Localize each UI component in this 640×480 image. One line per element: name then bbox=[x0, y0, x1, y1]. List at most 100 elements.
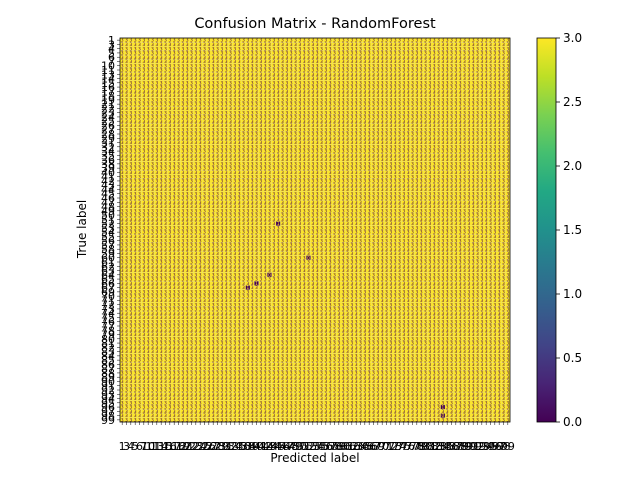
heatmap-cell bbox=[306, 42, 311, 47]
heatmap-cell bbox=[258, 50, 264, 56]
heatmap-cell bbox=[349, 46, 355, 51]
heatmap-cell bbox=[358, 38, 363, 43]
heatmap-cell bbox=[120, 50, 125, 56]
heatmap-cell bbox=[202, 59, 207, 64]
heatmap-cell bbox=[505, 38, 511, 43]
heatmap-cell bbox=[328, 50, 333, 56]
heatmap-cell bbox=[328, 38, 333, 43]
heatmap-cell bbox=[250, 42, 255, 47]
heatmap-cell bbox=[224, 50, 229, 56]
heatmap-cell bbox=[137, 42, 142, 47]
heatmap-cell bbox=[211, 55, 216, 60]
heatmap-cell bbox=[432, 42, 437, 47]
heatmap-cell bbox=[406, 55, 411, 60]
heatmap-cell bbox=[380, 42, 385, 47]
heatmap-cell bbox=[323, 55, 329, 60]
heatmap-cell bbox=[241, 42, 246, 47]
heatmap-cell bbox=[189, 38, 194, 43]
heatmap-cell bbox=[354, 38, 359, 43]
heatmap-cell bbox=[150, 50, 155, 56]
heatmap-cell bbox=[241, 38, 246, 43]
heatmap-cell bbox=[315, 59, 320, 64]
heatmap-cell bbox=[202, 42, 207, 47]
heatmap-cell bbox=[492, 42, 498, 47]
heatmap-cell bbox=[276, 46, 281, 51]
heatmap-cell bbox=[349, 42, 355, 47]
heatmap-cell bbox=[284, 50, 290, 56]
heatmap-cell bbox=[345, 46, 350, 51]
heatmap-cell bbox=[406, 50, 411, 56]
heatmap-cell bbox=[245, 55, 251, 60]
heatmap-cell bbox=[228, 42, 233, 47]
heatmap-cell bbox=[375, 42, 381, 47]
heatmap-cell bbox=[232, 42, 238, 47]
heatmap-cell bbox=[146, 42, 151, 47]
heatmap-cell bbox=[432, 46, 437, 51]
heatmap-cell bbox=[180, 50, 186, 56]
heatmap-cell bbox=[237, 55, 242, 60]
heatmap-cell bbox=[276, 38, 281, 43]
heatmap-cell bbox=[150, 38, 155, 43]
heatmap-cell bbox=[280, 46, 285, 51]
heatmap-cell bbox=[362, 59, 368, 64]
heatmap-cell bbox=[414, 38, 420, 43]
heatmap-cell bbox=[211, 59, 216, 64]
heatmap-cell bbox=[150, 63, 155, 68]
heatmap-cell bbox=[232, 38, 238, 43]
heatmap-cell bbox=[124, 42, 129, 47]
heatmap-cell bbox=[137, 55, 142, 60]
heatmap-cell bbox=[150, 42, 155, 47]
heatmap-cell bbox=[133, 42, 138, 47]
heatmap-cell bbox=[497, 55, 502, 60]
heatmap-cell bbox=[224, 46, 229, 51]
heatmap-cell bbox=[401, 42, 407, 47]
heatmap-cell bbox=[267, 59, 272, 64]
heatmap-cell bbox=[211, 46, 216, 51]
heatmap-cell bbox=[397, 42, 402, 47]
heatmap-cell bbox=[440, 50, 446, 56]
heatmap-cell bbox=[310, 50, 316, 56]
heatmap-cell bbox=[423, 42, 428, 47]
heatmap-cell bbox=[137, 38, 142, 43]
heatmap-cell bbox=[341, 46, 346, 51]
heatmap-cell bbox=[146, 59, 151, 64]
heatmap-cell bbox=[401, 46, 407, 51]
chart-title: Confusion Matrix - RandomForest bbox=[194, 16, 436, 32]
heatmap-cell bbox=[336, 46, 342, 51]
heatmap-cell bbox=[427, 38, 433, 43]
heatmap-cell bbox=[237, 38, 242, 43]
heatmap-cell bbox=[328, 55, 333, 60]
heatmap-cell bbox=[445, 50, 450, 56]
heatmap-cell bbox=[445, 55, 450, 60]
heatmap-cell bbox=[501, 55, 506, 60]
heatmap-cell bbox=[375, 55, 381, 60]
heatmap-cell bbox=[258, 46, 264, 51]
heatmap-cell bbox=[176, 55, 181, 60]
heatmap-cell bbox=[393, 42, 398, 47]
heatmap-cell bbox=[289, 50, 294, 56]
heatmap-cell bbox=[432, 59, 437, 64]
heatmap-cell bbox=[302, 55, 307, 60]
heatmap-cell bbox=[189, 55, 194, 60]
heatmap-cell bbox=[289, 55, 294, 60]
heatmap-cell bbox=[401, 59, 407, 64]
heatmap-cell bbox=[219, 59, 225, 64]
heatmap-cell bbox=[258, 38, 264, 43]
heatmap-cell bbox=[250, 50, 255, 56]
heatmap-cell bbox=[423, 50, 428, 56]
heatmap-cell bbox=[393, 59, 398, 64]
heatmap-cell bbox=[172, 38, 177, 43]
heatmap-cell bbox=[267, 50, 272, 56]
heatmap-cell bbox=[163, 38, 168, 43]
heatmap-cell bbox=[371, 46, 376, 51]
heatmap-cell bbox=[436, 55, 441, 60]
heatmap-cell bbox=[172, 63, 177, 68]
heatmap-cell bbox=[479, 46, 485, 51]
heatmap-cell bbox=[349, 55, 355, 60]
heatmap-cell bbox=[176, 50, 181, 56]
heatmap-cell bbox=[384, 46, 389, 51]
heatmap-cell bbox=[323, 46, 329, 51]
heatmap-cell bbox=[328, 59, 333, 64]
heatmap-cell bbox=[380, 38, 385, 43]
heatmap-cell bbox=[323, 59, 329, 64]
